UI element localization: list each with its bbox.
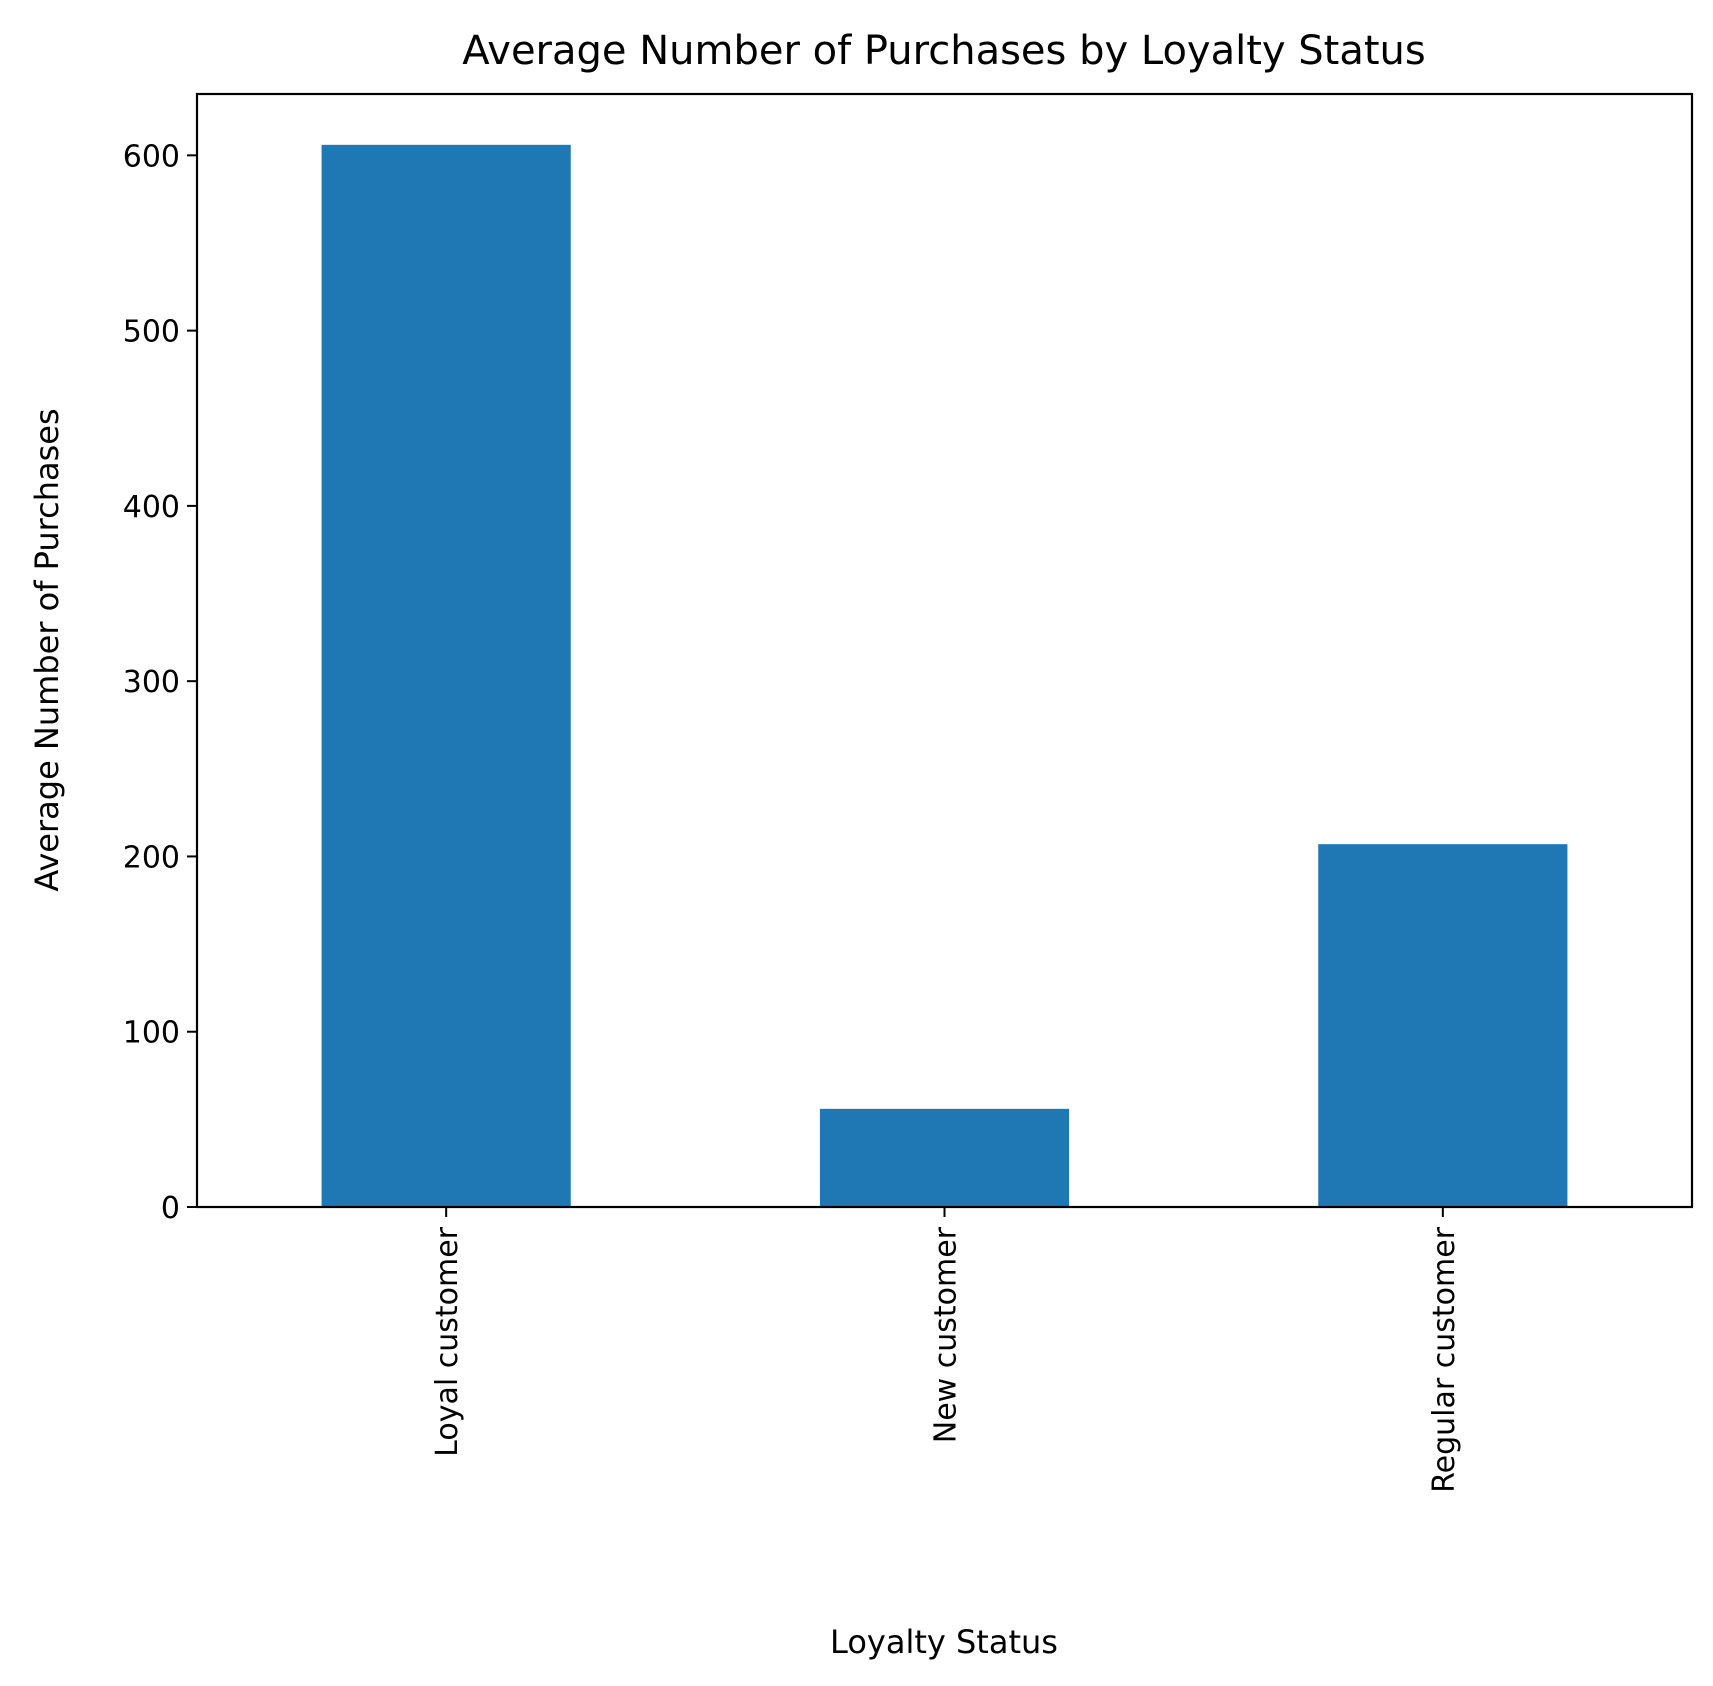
x-tick-label: New customer [929, 1226, 964, 1443]
bar-new-customer [819, 1108, 1070, 1207]
x-tick-label: Loyal customer [430, 1226, 465, 1456]
bar-regular-customer [1318, 844, 1568, 1207]
chart-title: Average Number of Purchases by Loyalty S… [462, 28, 1426, 74]
y-tick-label: 200 [123, 840, 180, 875]
y-tick-label: 100 [123, 1016, 180, 1051]
bars-group [321, 144, 1568, 1207]
y-axis: 0 100 200 300 400 500 600 [123, 139, 197, 1226]
y-tick-label: 600 [123, 139, 180, 174]
y-tick-label: 400 [123, 490, 180, 525]
x-axis: Loyal customer New customer Regular custom… [430, 1207, 1462, 1493]
x-tick-label: Regular customer [1427, 1226, 1462, 1493]
y-axis-label: Average Number of Purchases [28, 408, 66, 891]
y-tick-label: 500 [123, 315, 180, 350]
bar-loyal-customer [321, 144, 571, 1207]
y-tick-label: 300 [123, 665, 180, 700]
x-axis-label: Loyalty Status [830, 1623, 1058, 1661]
plot-frame [195, 92, 1694, 1209]
y-tick-label: 0 [161, 1191, 180, 1226]
